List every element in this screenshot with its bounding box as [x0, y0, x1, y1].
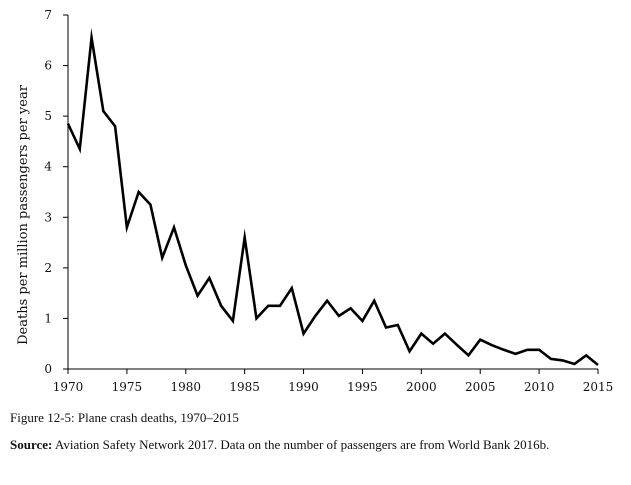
x-tick-label: 1990 — [288, 380, 319, 394]
x-tick-label: 2010 — [524, 380, 555, 394]
line-chart: 0 1 2 3 4 5 6 7 1970 1975 1980 1985 1990 1995 2000 200… — [16, 8, 614, 394]
y-axis-ticks: 0 1 2 3 4 5 6 7 — [44, 8, 68, 376]
x-axis-ticks: 1970 1975 1980 1985 1990 1995 2000 2005 2010 2015 — [53, 369, 614, 394]
figure-caption: Figure 12-5: Plane crash deaths, 1970–20… — [10, 410, 239, 425]
y-tick-label: 4 — [44, 160, 52, 174]
x-tick-label: 2005 — [465, 380, 496, 394]
y-tick-label: 0 — [44, 362, 52, 376]
y-tick-label: 7 — [44, 8, 52, 22]
y-tick-label: 6 — [44, 59, 52, 73]
x-tick-label: 1980 — [171, 380, 202, 394]
source-text: Aviation Safety Network 2017. Data on th… — [52, 437, 550, 452]
x-tick-label: 1975 — [112, 380, 143, 394]
x-tick-label: 2000 — [406, 380, 437, 394]
series-line — [66, 27, 599, 366]
y-tick-label: 3 — [44, 210, 52, 224]
x-tick-label: 2015 — [583, 380, 614, 394]
source-note: Source: Aviation Safety Network 2017. Da… — [10, 436, 622, 453]
y-tick-label: 1 — [44, 311, 52, 325]
y-tick-label: 2 — [44, 261, 52, 275]
series-group — [66, 27, 599, 366]
x-tick-label: 1985 — [229, 380, 260, 394]
chart-axes — [67, 15, 598, 370]
x-tick-label: 1995 — [347, 380, 378, 394]
source-label: Source: — [10, 437, 53, 452]
x-tick-label: 1970 — [53, 380, 84, 394]
y-tick-label: 5 — [44, 109, 52, 123]
y-axis-label: Deaths per million passengers per year — [16, 84, 31, 345]
